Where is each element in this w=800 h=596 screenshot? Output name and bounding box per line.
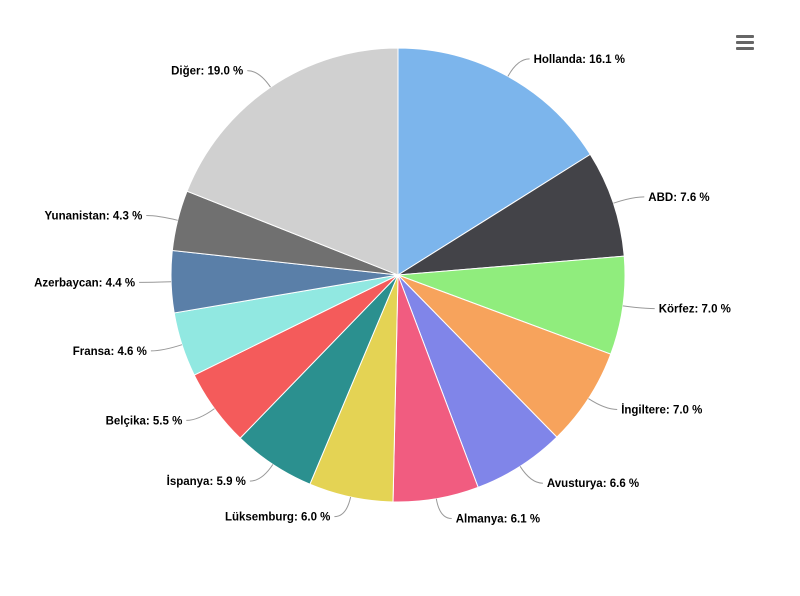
connector-yunanistan	[146, 215, 178, 221]
data-label-almanya: Almanya: 6.1 %	[456, 514, 540, 526]
connector-hollanda	[507, 58, 530, 77]
connector-avusturya	[519, 466, 543, 484]
connector-diger	[247, 70, 271, 88]
connector-ispanya	[249, 464, 274, 482]
pie-slice-hollanda[interactable]	[397, 47, 591, 276]
connector-almanya	[435, 498, 452, 519]
data-labels: Hollanda: 16.1 % ABD: 7.6 % Körfez: 7.0 % İ…	[34, 54, 731, 526]
data-label-ingiltere: İngiltere: 7.0 %	[621, 404, 702, 417]
pie-slices	[170, 47, 626, 503]
data-label-fransa: Fransa: 4.6 %	[73, 346, 147, 358]
data-label-luksemburg: Lüksemburg: 6.0 %	[225, 512, 330, 524]
connector-abd	[613, 196, 645, 204]
menu-line	[736, 35, 754, 38]
menu-line	[736, 47, 754, 50]
connector-fransa	[150, 344, 183, 352]
hamburger-menu-icon[interactable]	[728, 28, 760, 56]
data-label-abd: ABD: 7.6 %	[648, 192, 709, 204]
data-label-hollanda: Hollanda: 16.1 %	[534, 54, 625, 66]
connector-korfez	[622, 305, 655, 310]
data-label-belcika: Belçika: 5.5 %	[106, 415, 183, 427]
data-label-avusturya: Avusturya: 6.6 %	[547, 478, 639, 490]
data-label-ispanya: İspanya: 5.9 %	[167, 475, 246, 488]
connector-ingiltere	[588, 398, 618, 410]
data-label-korfez: Körfez: 7.0 %	[659, 304, 731, 316]
connector-azerbaycan	[139, 281, 172, 283]
data-label-diger: Diğer: 19.0 %	[171, 66, 243, 78]
label-connectors	[139, 58, 655, 519]
data-label-azerbaycan: Azerbaycan: 4.4 %	[34, 277, 135, 289]
data-label-yunanistan: Yunanistan: 4.3 %	[45, 211, 143, 223]
connector-luksemburg	[334, 496, 352, 518]
menu-line	[736, 41, 754, 44]
pie-slice-abd[interactable]	[397, 153, 625, 276]
connector-belcika	[186, 408, 215, 421]
